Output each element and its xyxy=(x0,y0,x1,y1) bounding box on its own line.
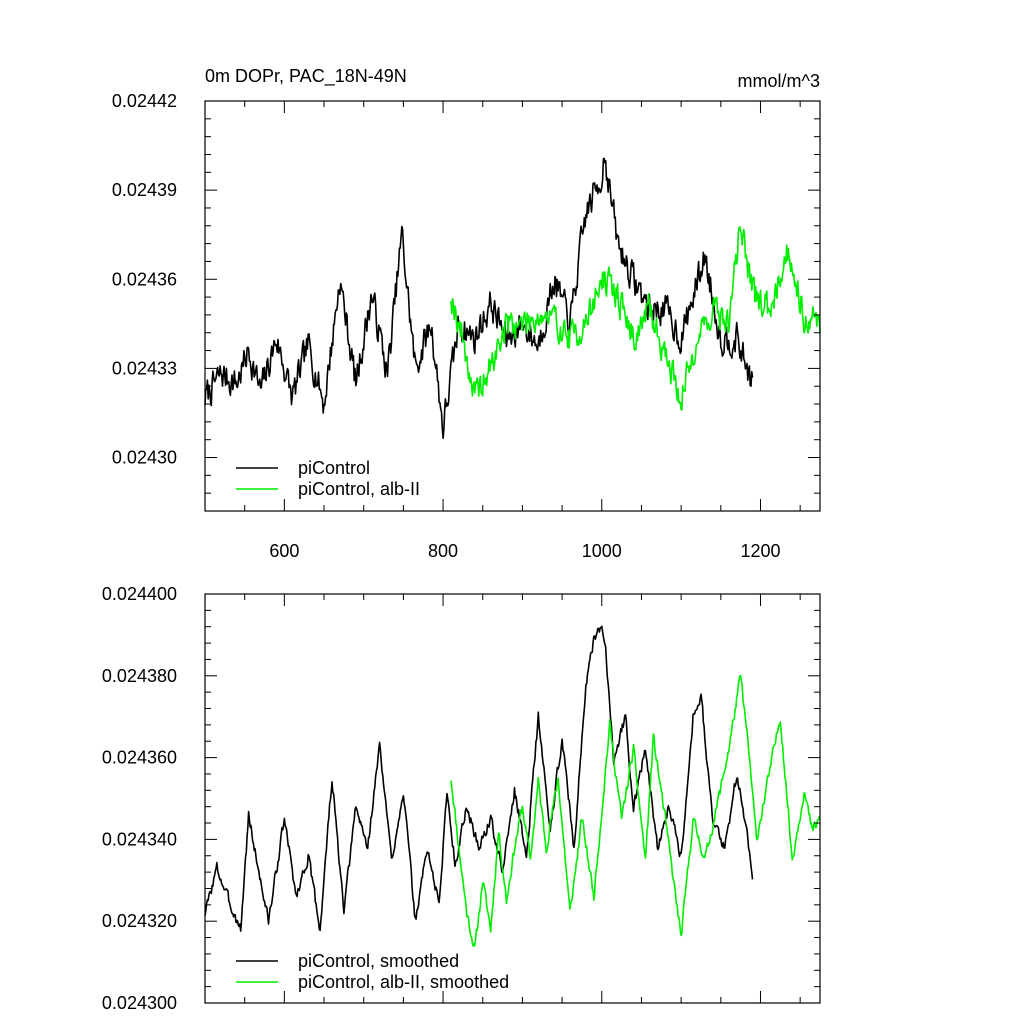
y-tick-label: 0.024340 xyxy=(102,829,177,849)
y-tick-label: 0.024360 xyxy=(102,748,177,768)
top-ticks-group: 0.02430 0.02433 0.02436 0.02439 0.02442 600 80… xyxy=(112,91,820,561)
legend-label-picontrol-smoothed: piControl, smoothed xyxy=(298,951,459,971)
bottom-series-group xyxy=(204,625,821,947)
series-line-picontrol xyxy=(204,157,754,440)
series-line-alb-ii xyxy=(450,674,821,947)
y-tick-label: 0.02430 xyxy=(112,448,177,468)
bottom-plot-frame xyxy=(204,593,821,1004)
y-tick-label: 0.024400 xyxy=(102,584,177,604)
x-tick-label: 1200 xyxy=(740,541,780,561)
top-legend: piControl piControl, alb-II xyxy=(236,458,420,499)
y-tick-label: 0.02433 xyxy=(112,358,177,378)
y-tick-label: 0.02439 xyxy=(112,180,177,200)
y-tick-label: 0.02436 xyxy=(112,269,177,289)
legend-label-alb-ii: piControl, alb-II xyxy=(298,479,420,499)
y-tick-label: 0.024300 xyxy=(102,993,177,1013)
x-tick-label: 600 xyxy=(269,541,299,561)
bottom-legend: piControl, smoothed piControl, alb-II, s… xyxy=(236,951,509,992)
series-line-picontrol xyxy=(204,625,754,932)
chart-title: 0m DOPr, PAC_18N-49N xyxy=(205,66,407,87)
top-plot-frame xyxy=(204,100,821,512)
legend-label-alb-ii-smoothed: piControl, alb-II, smoothed xyxy=(298,972,509,992)
x-tick-label: 800 xyxy=(428,541,458,561)
legend-label-picontrol: piControl xyxy=(298,458,370,478)
bottom-panel: 0.024300 0.024320 0.024340 0.024360 0.024380… xyxy=(102,584,821,1013)
x-tick-label: 1000 xyxy=(582,541,622,561)
y-tick-label: 0.024320 xyxy=(102,911,177,931)
units-label: mmol/m^3 xyxy=(738,71,820,91)
series-line-alb-ii xyxy=(450,226,821,411)
top-panel: 0m DOPr, PAC_18N-49N mmol/m^3 0.024300.0… xyxy=(112,66,821,561)
y-tick-label: 0.024380 xyxy=(102,666,177,686)
top-series-group xyxy=(204,157,821,440)
bottom-ticks-group: 0.024300 0.024320 0.024340 0.024360 0.024380… xyxy=(102,584,820,1013)
y-tick-label: 0.02442 xyxy=(112,91,177,111)
